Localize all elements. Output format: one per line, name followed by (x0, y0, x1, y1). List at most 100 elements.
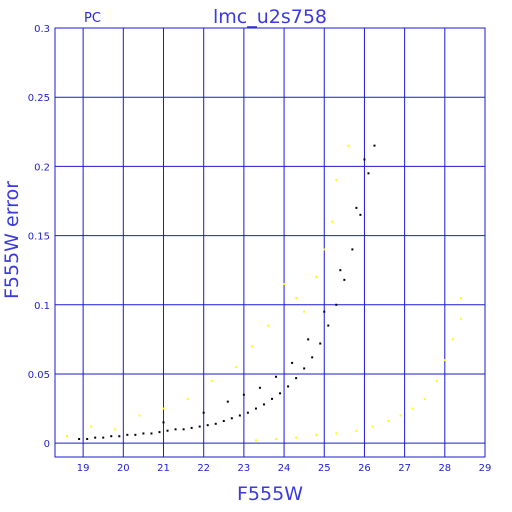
x-tick-label: 20 (117, 463, 130, 474)
data-point-black (246, 411, 249, 414)
data-point-black (86, 438, 89, 441)
data-point-black (258, 386, 261, 389)
data-point-yellow (250, 345, 253, 348)
data-point-yellow (323, 248, 326, 251)
data-point-yellow (66, 435, 69, 438)
plot-frame (54, 27, 486, 458)
x-tick-label: 21 (157, 463, 170, 474)
data-point-black (242, 393, 245, 396)
data-point-black (327, 324, 330, 327)
data-point-black (150, 432, 153, 435)
data-point-black (359, 213, 362, 216)
data-point-yellow (411, 407, 414, 410)
data-point-yellow (138, 414, 141, 417)
data-point-black (275, 375, 278, 378)
data-point-black (102, 436, 105, 439)
data-point-yellow (451, 338, 454, 341)
data-point-black (94, 436, 97, 439)
data-point-yellow (275, 438, 278, 441)
data-point-black (134, 433, 137, 436)
x-axis-title: F555W (237, 483, 303, 505)
data-point-yellow (459, 296, 462, 299)
data-point-black (373, 144, 376, 147)
data-point-black (126, 433, 129, 436)
data-point-yellow (283, 283, 286, 286)
data-point-black (307, 338, 310, 341)
data-point-black (323, 310, 326, 313)
data-point-yellow (371, 425, 374, 428)
data-point-black (190, 426, 193, 429)
data-point-black (198, 425, 201, 428)
data-point-black (367, 172, 370, 175)
data-point-black (166, 429, 169, 432)
data-point-yellow (347, 144, 350, 147)
x-tick-label: 26 (358, 463, 371, 474)
data-point-yellow (90, 425, 93, 428)
data-point-black (279, 392, 282, 395)
y-tick-label: 0.1 (34, 301, 50, 312)
data-point-black (158, 431, 161, 434)
data-point-yellow (459, 317, 462, 320)
data-point-black (238, 414, 241, 417)
data-point-yellow (335, 432, 338, 435)
data-point-yellow (355, 429, 358, 432)
data-point-black (206, 424, 209, 427)
data-point-yellow (162, 407, 165, 410)
y-tick-label: 0.3 (34, 24, 50, 35)
data-point-black (351, 248, 354, 251)
data-point-yellow (303, 310, 306, 313)
data-point-black (222, 420, 225, 423)
data-point-black (271, 397, 274, 400)
data-point-yellow (186, 397, 189, 400)
grid (55, 27, 486, 457)
x-tick-label: 28 (438, 463, 451, 474)
data-point-black (343, 278, 346, 281)
data-point-black (262, 403, 265, 406)
data-point-yellow (295, 296, 298, 299)
y-tick-label: 0.25 (28, 93, 50, 104)
data-point-black (254, 407, 257, 410)
data-point-yellow (315, 276, 318, 279)
y-axis-title: F555W error (1, 181, 23, 299)
data-points (66, 144, 462, 442)
data-point-yellow (387, 420, 390, 423)
data-point-black (162, 421, 165, 424)
corner-label: PC (84, 11, 101, 26)
data-point-black (303, 367, 306, 370)
data-point-black (182, 428, 185, 431)
data-point-yellow (210, 379, 213, 382)
data-point-black (142, 432, 145, 435)
x-tick-label: 23 (238, 463, 251, 474)
data-point-black (291, 361, 294, 364)
data-point-black (287, 385, 290, 388)
data-point-yellow (335, 179, 338, 182)
y-tick-label: 0 (44, 439, 50, 450)
x-tick-label: 22 (197, 463, 210, 474)
y-tick-label: 0.05 (28, 370, 50, 381)
y-tick-label: 0.15 (28, 232, 50, 243)
data-point-yellow (266, 324, 269, 327)
data-point-yellow (443, 359, 446, 362)
data-point-yellow (295, 436, 298, 439)
data-point-black (78, 438, 81, 441)
data-point-yellow (331, 220, 334, 223)
data-point-yellow (254, 439, 257, 442)
data-point-black (335, 303, 338, 306)
x-tick-label: 27 (398, 463, 411, 474)
data-point-yellow (399, 414, 402, 417)
data-point-black (226, 400, 229, 403)
data-point-black (202, 411, 205, 414)
data-point-black (363, 158, 366, 161)
data-point-black (319, 342, 322, 345)
y-tick-labels: 0 0.05 0.1 0.15 0.2 0.25 0.3 (28, 24, 50, 450)
data-point-yellow (423, 397, 426, 400)
data-point-yellow (315, 433, 318, 436)
x-tick-label: 25 (318, 463, 331, 474)
data-point-black (174, 428, 177, 431)
data-point-yellow (114, 428, 117, 431)
data-point-black (110, 435, 113, 438)
data-point-black (214, 422, 217, 425)
data-point-black (339, 269, 342, 272)
data-point-black (311, 356, 314, 359)
